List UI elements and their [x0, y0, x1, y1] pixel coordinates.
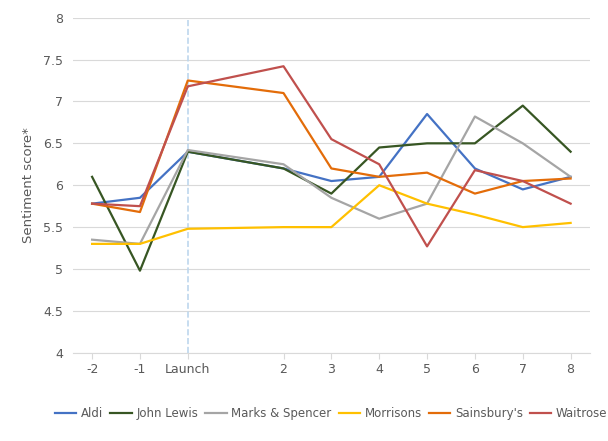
Morrisons	[136, 241, 143, 247]
Morrisons	[328, 224, 335, 230]
Aldi	[184, 149, 192, 154]
Aldi	[376, 174, 383, 179]
Y-axis label: Sentiment score*: Sentiment score*	[22, 127, 35, 243]
Morrisons	[184, 226, 192, 232]
Waitrose	[423, 244, 430, 249]
Morrisons	[471, 212, 478, 217]
Aldi	[328, 178, 335, 183]
Marks & Spencer	[88, 237, 95, 243]
John Lewis	[328, 191, 335, 196]
Line: Morrisons: Morrisons	[92, 185, 571, 244]
Aldi	[519, 187, 527, 192]
Aldi	[567, 174, 575, 179]
Sainsbury's	[423, 170, 430, 175]
Morrisons	[519, 224, 527, 230]
John Lewis	[88, 174, 95, 179]
John Lewis	[567, 149, 575, 154]
Waitrose	[328, 137, 335, 142]
Sainsbury's	[567, 176, 575, 181]
John Lewis	[184, 149, 192, 154]
Waitrose	[471, 168, 478, 173]
Morrisons	[280, 224, 287, 230]
Marks & Spencer	[423, 201, 430, 206]
Morrisons	[423, 201, 430, 206]
Marks & Spencer	[280, 161, 287, 167]
Aldi	[88, 201, 95, 206]
Sainsbury's	[376, 174, 383, 179]
Aldi	[136, 195, 143, 201]
Legend: Aldi, John Lewis, Marks & Spencer, Morrisons, Sainsbury's, Waitrose: Aldi, John Lewis, Marks & Spencer, Morri…	[50, 402, 608, 425]
Line: Sainsbury's: Sainsbury's	[92, 80, 571, 212]
John Lewis	[519, 103, 527, 108]
Waitrose	[136, 204, 143, 209]
Waitrose	[567, 201, 575, 206]
Waitrose	[519, 178, 527, 183]
John Lewis	[136, 268, 143, 273]
Sainsbury's	[184, 78, 192, 83]
Marks & Spencer	[376, 216, 383, 221]
Morrisons	[567, 220, 575, 226]
John Lewis	[471, 141, 478, 146]
Line: Aldi: Aldi	[92, 114, 571, 204]
Aldi	[423, 112, 430, 117]
Marks & Spencer	[328, 195, 335, 201]
Morrisons	[88, 241, 95, 247]
Sainsbury's	[471, 191, 478, 196]
Waitrose	[88, 201, 95, 206]
Sainsbury's	[88, 201, 95, 206]
Line: Marks & Spencer: Marks & Spencer	[92, 116, 571, 244]
Marks & Spencer	[471, 114, 478, 119]
John Lewis	[376, 145, 383, 150]
Marks & Spencer	[136, 241, 143, 247]
Marks & Spencer	[184, 147, 192, 153]
Sainsbury's	[136, 209, 143, 215]
Waitrose	[184, 84, 192, 89]
Aldi	[471, 166, 478, 171]
John Lewis	[280, 166, 287, 171]
Aldi	[280, 166, 287, 171]
Marks & Spencer	[567, 174, 575, 179]
Waitrose	[280, 64, 287, 69]
Marks & Spencer	[519, 141, 527, 146]
Line: John Lewis: John Lewis	[92, 106, 571, 271]
Morrisons	[376, 183, 383, 188]
Sainsbury's	[280, 90, 287, 96]
John Lewis	[423, 141, 430, 146]
Waitrose	[376, 161, 383, 167]
Sainsbury's	[328, 166, 335, 171]
Sainsbury's	[519, 178, 527, 183]
Line: Waitrose: Waitrose	[92, 66, 571, 247]
